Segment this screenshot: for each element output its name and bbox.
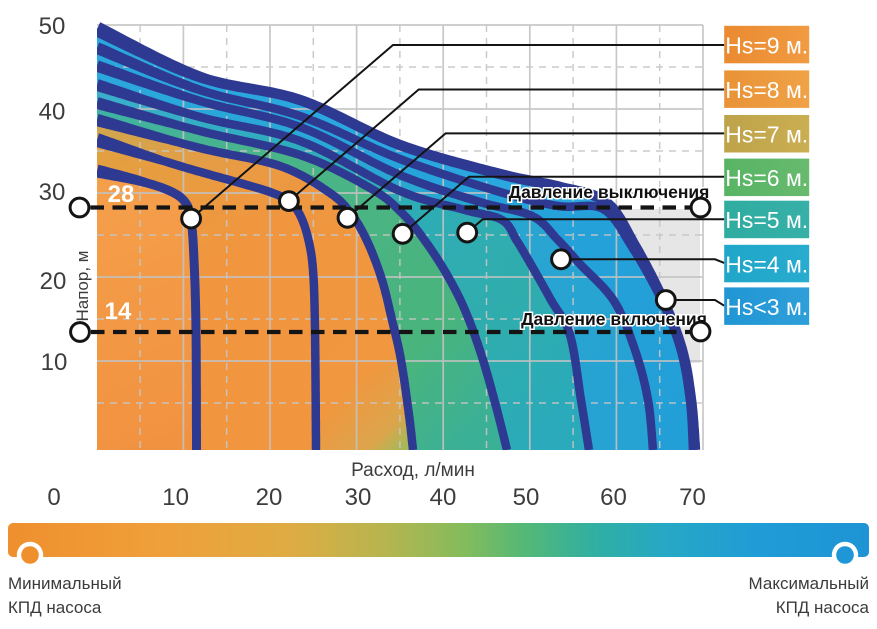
svg-text:Расход, л/мин: Расход, л/мин — [351, 460, 475, 481]
svg-text:Hs=8 м.: Hs=8 м. — [725, 77, 808, 103]
svg-text:70: 70 — [679, 484, 706, 511]
svg-text:20: 20 — [40, 268, 67, 295]
svg-text:Минимальный: Минимальный — [8, 574, 122, 593]
svg-text:Напор, м: Напор, м — [73, 251, 92, 322]
svg-text:50: 50 — [513, 484, 540, 511]
svg-text:10: 10 — [41, 349, 68, 376]
svg-text:30: 30 — [345, 484, 372, 511]
svg-text:Hs=5 м.: Hs=5 м. — [725, 207, 808, 233]
svg-text:50: 50 — [39, 13, 66, 40]
svg-text:Максимальный: Максимальный — [749, 574, 869, 593]
svg-text:60: 60 — [600, 484, 627, 511]
svg-text:0: 0 — [47, 484, 60, 511]
svg-text:КПД насоса: КПД насоса — [8, 598, 102, 617]
svg-text:Hs=9 м.: Hs=9 м. — [725, 32, 808, 58]
svg-text:Hs=4 м.: Hs=4 м. — [725, 251, 808, 277]
svg-text:Hs=6 м.: Hs=6 м. — [725, 165, 808, 191]
svg-text:28: 28 — [108, 181, 135, 208]
svg-text:КПД насоса: КПД насоса — [776, 598, 870, 617]
svg-text:Hs<3 м.: Hs<3 м. — [725, 294, 808, 320]
svg-text:Hs=7 м.: Hs=7 м. — [725, 122, 808, 148]
svg-text:10: 10 — [162, 484, 189, 511]
svg-text:14: 14 — [105, 298, 132, 325]
svg-text:30: 30 — [39, 179, 66, 206]
svg-text:Давление выключения: Давление выключения — [509, 182, 710, 202]
svg-text:40: 40 — [430, 484, 457, 511]
svg-text:Давление включения: Давление включения — [521, 309, 707, 329]
svg-text:20: 20 — [256, 484, 283, 511]
svg-text:40: 40 — [39, 98, 66, 125]
